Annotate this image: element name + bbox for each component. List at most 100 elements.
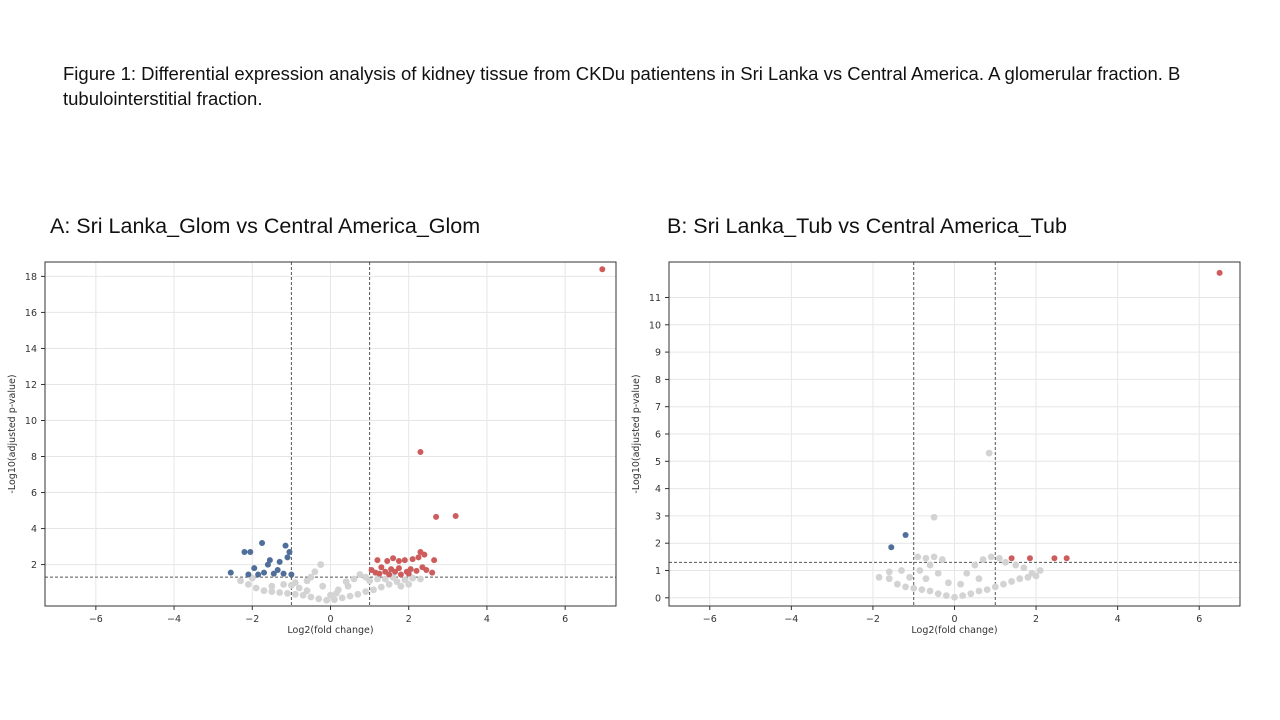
data-point-ns bbox=[295, 584, 303, 592]
data-point-ns bbox=[975, 587, 983, 595]
data-point-ns bbox=[332, 589, 340, 597]
data-point-up bbox=[1051, 555, 1058, 562]
data-point-ns bbox=[885, 575, 893, 583]
y-tick-label: 8 bbox=[655, 375, 661, 386]
data-point-ns bbox=[967, 590, 975, 598]
chart-title-b: B: Sri Lanka_Tub vs Central America_Tub bbox=[667, 214, 1067, 238]
data-point-down bbox=[247, 548, 254, 555]
y-tick-label: 3 bbox=[655, 511, 661, 522]
data-point-ns bbox=[914, 553, 922, 561]
data-point-ns bbox=[963, 569, 971, 577]
data-point-down bbox=[255, 571, 262, 578]
x-tick-label: 2 bbox=[1033, 614, 1039, 625]
y-tick-label: 6 bbox=[655, 430, 661, 441]
data-point-down bbox=[245, 571, 252, 578]
data-point-ns bbox=[916, 567, 924, 574]
data-point-down bbox=[888, 544, 895, 551]
data-point-ns bbox=[280, 580, 287, 588]
data-point-up bbox=[1026, 555, 1033, 562]
data-point-ns bbox=[323, 596, 330, 604]
data-point-up bbox=[386, 571, 393, 578]
data-point-up bbox=[429, 569, 436, 576]
y-tick-label: 16 bbox=[25, 308, 37, 319]
data-point-ns bbox=[1020, 564, 1028, 572]
data-point-ns bbox=[894, 580, 901, 588]
x-tick-label: 0 bbox=[327, 614, 333, 625]
data-point-ns bbox=[342, 578, 350, 586]
data-point-ns bbox=[1000, 580, 1007, 588]
data-point-ns bbox=[1002, 558, 1009, 566]
data-point-down bbox=[251, 565, 258, 572]
data-point-up bbox=[401, 557, 408, 564]
data-point-down bbox=[274, 566, 281, 573]
data-point-ns bbox=[370, 586, 377, 594]
data-point-up bbox=[409, 556, 416, 563]
x-tick-label: −4 bbox=[784, 614, 798, 625]
data-point-ns bbox=[287, 581, 295, 589]
data-point-up bbox=[1216, 269, 1223, 276]
data-point-ns bbox=[1036, 567, 1044, 574]
y-tick-label: 2 bbox=[31, 560, 37, 571]
data-point-ns bbox=[1012, 561, 1020, 569]
data-point-ns bbox=[934, 590, 942, 598]
data-point-up bbox=[374, 557, 381, 564]
x-tick-label: −6 bbox=[703, 614, 717, 625]
data-point-down bbox=[902, 532, 909, 539]
data-point-ns bbox=[875, 573, 883, 581]
y-tick-label: 9 bbox=[655, 348, 661, 359]
data-point-ns bbox=[284, 589, 291, 597]
data-point-ns bbox=[327, 591, 334, 599]
data-point-ns bbox=[244, 580, 252, 588]
data-point-ns bbox=[374, 575, 381, 583]
data-point-ns bbox=[299, 591, 307, 599]
data-point-up bbox=[1008, 555, 1015, 562]
data-point-ns bbox=[350, 575, 358, 583]
y-tick-label: 14 bbox=[25, 344, 37, 355]
data-point-ns bbox=[381, 575, 389, 583]
data-point-ns bbox=[377, 583, 385, 591]
data-point-ns bbox=[944, 579, 952, 587]
data-point-up bbox=[390, 555, 397, 562]
y-tick-label: 12 bbox=[25, 380, 37, 391]
y-tick-label: 18 bbox=[25, 272, 37, 283]
data-point-ns bbox=[311, 568, 319, 576]
data-point-ns bbox=[303, 587, 311, 595]
y-tick-label: 8 bbox=[31, 452, 37, 463]
data-point-up bbox=[1063, 555, 1070, 562]
y-tick-label: 7 bbox=[655, 402, 661, 413]
data-point-ns bbox=[405, 580, 413, 588]
data-point-down bbox=[276, 558, 283, 565]
data-point-up bbox=[599, 266, 606, 273]
data-point-up bbox=[384, 557, 391, 564]
data-point-ns bbox=[926, 587, 934, 595]
data-point-ns bbox=[338, 594, 346, 602]
data-point-ns bbox=[1028, 569, 1036, 577]
y-tick-label: 11 bbox=[649, 293, 661, 304]
data-point-ns bbox=[362, 588, 370, 595]
y-tick-label: 2 bbox=[655, 539, 661, 550]
data-point-up bbox=[413, 567, 420, 574]
data-point-up bbox=[392, 568, 399, 575]
data-point-down bbox=[280, 570, 287, 577]
data-point-ns bbox=[252, 584, 260, 592]
data-point-ns bbox=[926, 561, 934, 569]
data-point-ns bbox=[409, 574, 417, 582]
data-point-ns bbox=[983, 586, 991, 594]
data-point-up bbox=[376, 570, 383, 577]
data-point-down bbox=[284, 554, 291, 561]
data-point-down bbox=[270, 570, 277, 577]
data-point-ns bbox=[885, 568, 893, 576]
y-axis-label: -Log10(adjusted p-value) bbox=[7, 374, 18, 493]
data-point-up bbox=[395, 565, 402, 572]
y-tick-label: 10 bbox=[649, 320, 661, 331]
data-point-ns bbox=[922, 554, 930, 562]
x-tick-label: 2 bbox=[406, 614, 412, 625]
data-point-ns bbox=[930, 553, 938, 561]
data-point-ns bbox=[930, 513, 938, 521]
data-point-ns bbox=[276, 589, 284, 596]
x-tick-label: −6 bbox=[89, 614, 103, 625]
x-tick-label: 0 bbox=[951, 614, 957, 625]
data-point-ns bbox=[356, 571, 364, 578]
data-point-down bbox=[241, 548, 248, 555]
